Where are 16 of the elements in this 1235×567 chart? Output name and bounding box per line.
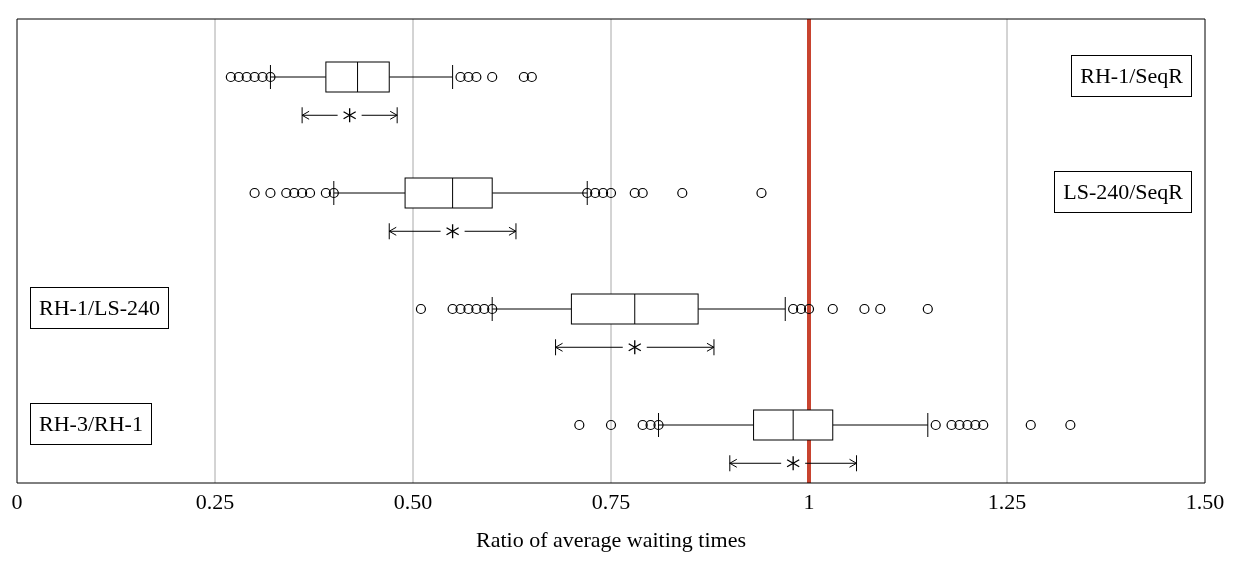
x-tick-label: 0.50 — [393, 488, 433, 514]
x-tick-label: 0.75 — [591, 488, 631, 514]
annotation: RH-1/LS-240 — [30, 287, 169, 329]
x-tick-label: 1 — [803, 488, 815, 514]
annotation: RH-3/RH-1 — [30, 403, 152, 445]
point — [628, 339, 642, 355]
x-tick-label: 1.50 — [1185, 488, 1225, 514]
x-axis-title: Ratio of average waiting times — [475, 527, 747, 552]
x-tick-label: 0.25 — [195, 488, 235, 514]
annotation: RH-1/SeqR — [1071, 55, 1192, 97]
point — [445, 223, 460, 239]
x-tick-label: 0 — [11, 488, 23, 514]
point — [786, 455, 800, 471]
point — [342, 107, 357, 123]
annotation: LS-240/SeqR — [1054, 171, 1192, 213]
x-tick-label: 1.25 — [987, 488, 1027, 514]
